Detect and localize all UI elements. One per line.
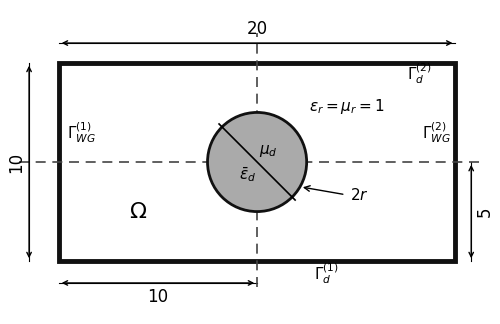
Circle shape (208, 112, 306, 212)
Text: $\mu_d$: $\mu_d$ (259, 143, 278, 159)
Text: 5: 5 (476, 206, 494, 217)
Text: $\Gamma^{(1)}_{WG}$: $\Gamma^{(1)}_{WG}$ (66, 120, 96, 145)
Text: $\epsilon_r = \mu_r = 1$: $\epsilon_r = \mu_r = 1$ (308, 97, 384, 116)
Text: $\Gamma^{(2)}_{WG}$: $\Gamma^{(2)}_{WG}$ (422, 120, 452, 145)
Text: $\Gamma^{(1)}_d$: $\Gamma^{(1)}_d$ (314, 261, 339, 286)
Text: $\Omega$: $\Omega$ (129, 202, 147, 222)
Text: 20: 20 (246, 20, 268, 38)
Text: $2r$: $2r$ (350, 187, 368, 203)
Text: 10: 10 (148, 288, 169, 306)
Bar (59, 63, 456, 261)
Text: $\Gamma^{(2)}_d$: $\Gamma^{(2)}_d$ (407, 61, 432, 86)
Text: 10: 10 (7, 151, 25, 173)
Text: $\bar{\epsilon}_d$: $\bar{\epsilon}_d$ (239, 165, 256, 184)
